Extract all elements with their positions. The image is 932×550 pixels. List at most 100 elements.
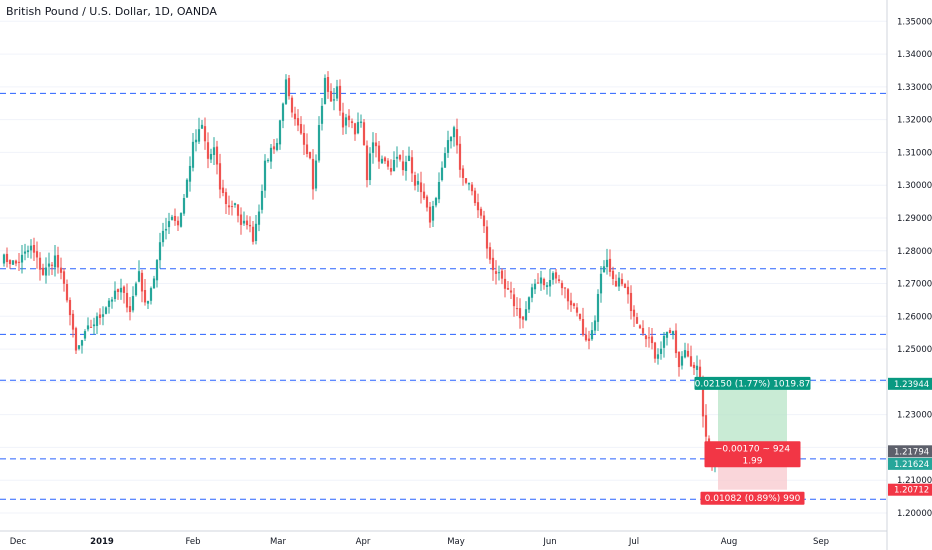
candle-body [8, 260, 12, 265]
candle-body [347, 115, 351, 121]
candle-body [68, 299, 72, 316]
price-axis[interactable]: 1.20000 1.21000 1.23000 1.25000 1.26000 1.270… [897, 17, 932, 519]
candle-body [419, 182, 423, 193]
candle-body [569, 300, 573, 306]
target-label-bg [694, 376, 811, 390]
candle-body [86, 325, 90, 330]
candle-body [350, 121, 354, 124]
time-tick-label: Apr [356, 537, 371, 547]
candle-body [14, 260, 18, 264]
candle-body [83, 331, 87, 339]
candle-body [77, 345, 81, 349]
candle-body [566, 289, 570, 302]
candle-body [461, 168, 465, 178]
time-tick-label: Jun [542, 537, 556, 547]
candle-body [80, 340, 84, 346]
candle-body [368, 153, 372, 181]
candle-body [389, 168, 393, 172]
candle-body [179, 213, 183, 227]
price-tag-stop: 1.20712 [888, 483, 932, 496]
time-tick-label: May [447, 537, 465, 547]
candle-body [254, 223, 258, 241]
candle-body [455, 129, 459, 146]
time-axis[interactable]: Dec 2019 Feb Mar Apr May Jun Jul Aug Sep [10, 537, 829, 547]
candle-body [563, 287, 567, 289]
candle-body [545, 285, 549, 287]
candle-body [206, 142, 210, 159]
time-tick-label: Aug [721, 537, 738, 547]
candle-body [452, 127, 456, 138]
candle-body [26, 250, 30, 253]
candle-body [587, 338, 591, 341]
candle-body [440, 167, 444, 181]
candle-body [530, 287, 534, 298]
candle-body [434, 198, 438, 206]
candle-body [623, 284, 627, 288]
candle-body [233, 203, 237, 206]
candle-body [374, 142, 378, 147]
target-label: 0.02150 (1.77%) 1019.87 [694, 376, 811, 390]
chart-title: British Pound / U.S. Dollar, 1D, OANDA [6, 5, 217, 18]
candle-body [515, 308, 519, 310]
candle-body [638, 325, 642, 329]
candle-body [584, 334, 588, 341]
price-tick-label: 1.32000 [897, 116, 932, 126]
candle-body [242, 220, 246, 224]
price-tag-bg [888, 483, 932, 496]
candle-body [302, 132, 306, 145]
candle-body [644, 335, 648, 340]
candle-body [470, 184, 474, 192]
candle-body [665, 331, 669, 338]
candle-body [239, 214, 243, 225]
candle-body [230, 206, 234, 208]
candle-body [581, 318, 585, 335]
price-tag-text: 1.23944 [894, 380, 929, 390]
price-tag-text: 1.20712 [894, 486, 929, 496]
candle-body [2, 254, 6, 264]
candle-body [656, 354, 660, 359]
stop-label-bg [700, 491, 805, 505]
candle-body [158, 242, 162, 261]
candle-body [482, 215, 486, 227]
candle-body [332, 99, 336, 101]
candle-body [281, 103, 285, 121]
candle-body [311, 158, 315, 190]
candle-body [629, 292, 633, 312]
candle-body [122, 286, 126, 293]
candle-body [677, 351, 681, 368]
candle-body [140, 272, 144, 292]
candle-body [416, 181, 420, 185]
candle-body [131, 296, 135, 311]
candle-body [641, 328, 645, 334]
candle-body [59, 267, 63, 273]
price-tag-current: 1.21624 [888, 457, 932, 470]
price-tick-label: 1.35000 [897, 17, 932, 27]
candle-body [335, 86, 339, 99]
candle-body [539, 277, 543, 284]
price-tick-label: 1.27000 [897, 280, 932, 290]
candle-body [98, 314, 102, 318]
candle-body [422, 191, 426, 199]
candle-body [137, 271, 141, 282]
center-label-line2: 1.99 [742, 456, 762, 466]
price-tick-label: 1.29000 [897, 214, 932, 224]
candle-body [182, 197, 186, 214]
candle-body [236, 204, 240, 216]
candle-body [491, 257, 495, 271]
candles [2, 71, 720, 473]
candle-body [518, 308, 522, 319]
candle-body [626, 286, 630, 295]
candle-body [107, 300, 111, 307]
candle-body [5, 253, 9, 263]
candle-body [176, 220, 180, 226]
long-position-tool[interactable] [718, 383, 787, 490]
candle-body [164, 228, 168, 231]
candle-body [320, 105, 324, 124]
candle-body [449, 136, 453, 142]
candle-body [341, 112, 345, 128]
candle-body [617, 277, 621, 287]
candle-body [605, 259, 609, 267]
horizontal-levels[interactable] [0, 92, 887, 500]
price-tick-label: 1.28000 [897, 247, 932, 257]
